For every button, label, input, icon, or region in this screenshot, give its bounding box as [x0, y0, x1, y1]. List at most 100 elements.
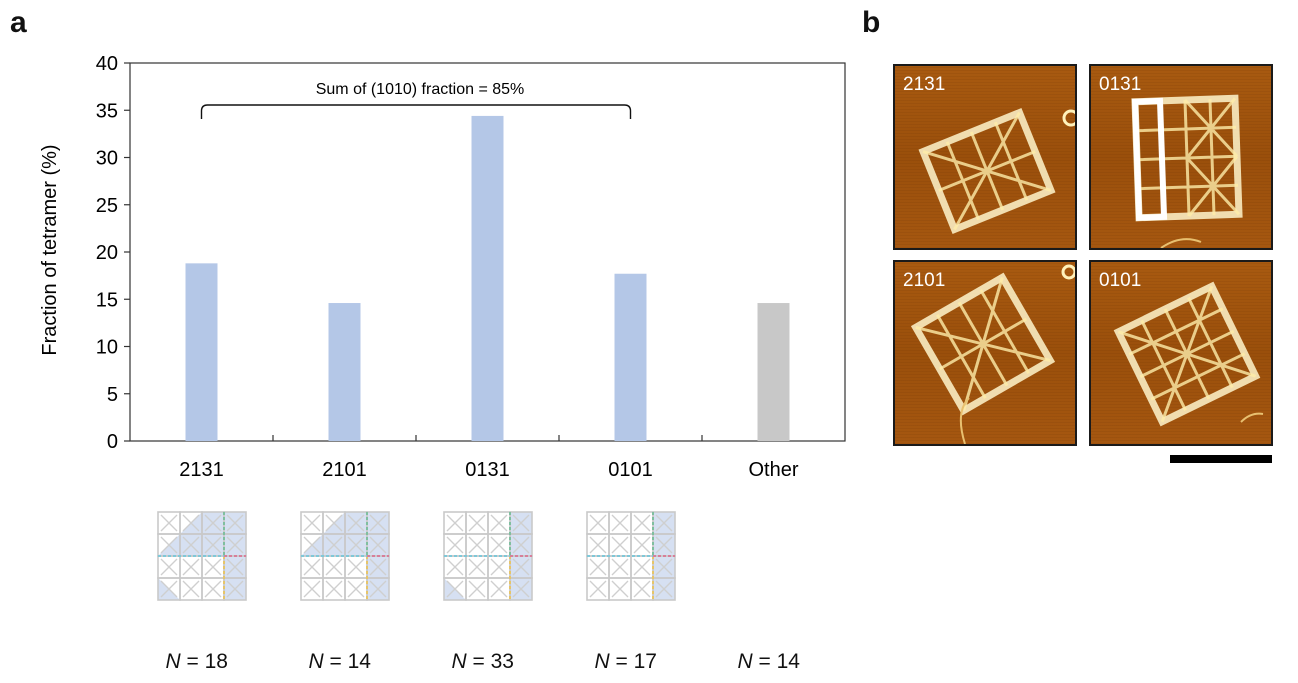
- cell-cross: [446, 558, 463, 576]
- cell-cross: [611, 514, 628, 532]
- bracket-annotation: [200, 104, 632, 119]
- count-value: = 33: [466, 650, 514, 673]
- cell-cross: [633, 580, 650, 598]
- schematic-0101: [585, 511, 676, 601]
- cell-cross: [347, 580, 364, 598]
- cell-cross: [226, 580, 243, 598]
- bar-0131: [471, 115, 504, 442]
- count-symbol: N: [594, 650, 610, 673]
- panel-a-letter: a: [10, 6, 27, 39]
- count-value: = 18: [180, 650, 228, 673]
- count-value: = 14: [323, 650, 371, 673]
- cell-cross: [468, 580, 485, 598]
- afm-image-0131: 0131: [1089, 64, 1273, 250]
- cell-cross: [655, 536, 672, 554]
- scale-bar: [1170, 455, 1272, 463]
- cell-cross: [369, 580, 386, 598]
- schematic-2101: [299, 511, 390, 601]
- cell-cross: [369, 536, 386, 554]
- bar-2101: [328, 303, 361, 441]
- cell-cross: [512, 558, 529, 576]
- cell-cross: [633, 536, 650, 554]
- cell-cross: [303, 558, 320, 576]
- bar-chart: 0 5 10 15 20 25 30 35 40 2131 2101 0131 0101 Other F…: [39, 53, 846, 481]
- cell-cross: [347, 536, 364, 554]
- cell-cross: [226, 514, 243, 532]
- cell-cross: [369, 558, 386, 576]
- bracket-line: [200, 104, 632, 119]
- afm-label: 0131: [1099, 74, 1142, 95]
- cell-cross: [655, 580, 672, 598]
- count-symbol: N: [165, 650, 181, 673]
- y-tick-label: 5: [107, 384, 118, 406]
- cell-cross: [512, 514, 529, 532]
- schematic-2131: [156, 511, 247, 601]
- cell-cross: [325, 558, 342, 576]
- cell-cross: [512, 536, 529, 554]
- cell-cross: [325, 514, 342, 532]
- afm-structure: [1113, 281, 1264, 427]
- cell-cross: [655, 514, 672, 532]
- bar-Other: [757, 303, 790, 441]
- cell-cross: [633, 558, 650, 576]
- cell-cross: [490, 580, 507, 598]
- cell-cross: [446, 536, 463, 554]
- cell-cross: [204, 580, 221, 598]
- cell-cross: [160, 536, 177, 554]
- count-label: N = 18: [166, 650, 228, 674]
- cell-cross: [589, 558, 606, 576]
- count-symbol: N: [308, 650, 324, 673]
- cell-cross: [347, 514, 364, 532]
- cell-cross: [182, 558, 199, 576]
- y-tick-label: 15: [96, 289, 118, 311]
- count-symbol: N: [451, 650, 467, 673]
- bars: [185, 115, 790, 442]
- cell-cross: [512, 580, 529, 598]
- x-axis: 2131 2101 0131 0101 Other: [179, 435, 799, 481]
- x-tick-label: 2131: [179, 459, 224, 481]
- cell-cross: [589, 580, 606, 598]
- annotation-text: Sum of (1010) fraction = 85%: [316, 81, 525, 98]
- cell-cross: [468, 558, 485, 576]
- count-value: = 17: [609, 650, 657, 673]
- cell-cross: [446, 580, 463, 598]
- count-label: N = 14: [738, 650, 800, 674]
- cell-cross: [204, 514, 221, 532]
- x-tick-label: 2101: [322, 459, 367, 481]
- y-tick-label: 20: [96, 242, 118, 264]
- cell-cross: [589, 536, 606, 554]
- cell-cross: [303, 580, 320, 598]
- x-tick-label: 0101: [608, 459, 653, 481]
- cell-cross: [633, 514, 650, 532]
- x-tick-label: Other: [748, 459, 798, 481]
- count-symbol: N: [737, 650, 753, 673]
- cell-cross: [204, 558, 221, 576]
- cell-cross: [303, 514, 320, 532]
- y-tick-label: 10: [96, 337, 118, 359]
- cell-cross: [369, 514, 386, 532]
- cell-cross: [655, 558, 672, 576]
- cell-cross: [490, 558, 507, 576]
- cell-cross: [325, 580, 342, 598]
- bar-2131: [185, 263, 218, 441]
- cell-cross: [182, 580, 199, 598]
- cell-cross: [226, 536, 243, 554]
- afm-image-0101: 0101: [1089, 260, 1273, 446]
- panel-b-letter: b: [862, 6, 881, 39]
- y-tick-label: 30: [96, 148, 118, 170]
- afm-structure: [910, 264, 1075, 444]
- count-label: N = 17: [595, 650, 657, 674]
- cell-cross: [611, 536, 628, 554]
- cell-cross: [611, 558, 628, 576]
- count-label: N = 14: [309, 650, 371, 674]
- cell-cross: [490, 514, 507, 532]
- y-tick-label: 40: [96, 53, 118, 75]
- count-value: = 14: [752, 650, 800, 673]
- cell-cross: [490, 536, 507, 554]
- afm-label: 0101: [1099, 270, 1142, 291]
- afm-image-2131: 2131: [893, 64, 1077, 250]
- cell-cross: [204, 536, 221, 554]
- cell-cross: [589, 514, 606, 532]
- cell-cross: [325, 536, 342, 554]
- afm-image-2101: 2101: [893, 260, 1077, 446]
